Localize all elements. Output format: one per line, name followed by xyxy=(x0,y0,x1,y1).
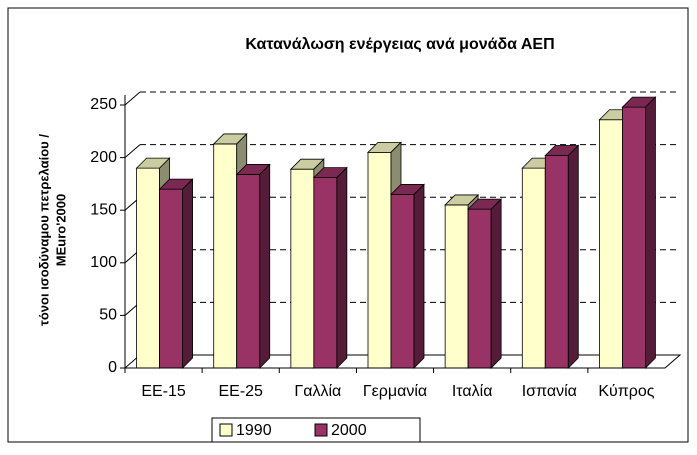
grid-line xyxy=(124,144,141,158)
y-tick-label: 50 xyxy=(99,307,117,324)
bar-side xyxy=(645,96,656,369)
bar-front xyxy=(599,119,623,369)
chart-frame xyxy=(7,7,689,443)
bar-front xyxy=(290,168,315,369)
x-tick-label: Κύπρος xyxy=(598,383,654,400)
bar-front xyxy=(136,167,160,369)
bar-front xyxy=(622,106,646,369)
legend-label: 2000 xyxy=(331,422,367,439)
bar-side xyxy=(259,163,271,369)
y-tick-label: 0 xyxy=(108,359,117,376)
y-tick-label: 250 xyxy=(90,96,117,113)
legend-swatch xyxy=(219,423,233,437)
bar-side xyxy=(490,198,502,369)
x-tick-label: ΕΕ-15 xyxy=(141,383,186,400)
x-tick-label: Γερμανία xyxy=(363,383,427,400)
bar-side xyxy=(413,183,425,369)
x-tick-label: Ιταλία xyxy=(452,383,493,400)
y-tick-label: 200 xyxy=(90,149,117,166)
bar-side xyxy=(182,178,193,369)
y-tick-label: 150 xyxy=(90,201,117,218)
bar-front xyxy=(313,177,338,369)
legend-swatch xyxy=(314,423,328,437)
y-axis-label: τόνοι ισοδύναμου πετρελαίου / xyxy=(36,134,51,326)
grid-line xyxy=(124,91,141,106)
chart-title: Κατανάλωση ενέργειας ανά μονάδα ΑΕΠ xyxy=(245,36,554,53)
y-axis-label: MEuro'2000 xyxy=(53,194,68,266)
y-tick-label: 100 xyxy=(90,254,117,271)
bar-front xyxy=(521,167,546,369)
x-tick-label: ΕΕ-25 xyxy=(218,383,263,400)
bar-front xyxy=(367,151,392,369)
x-tick-label: Γαλλία xyxy=(294,383,341,400)
bar-front xyxy=(159,188,183,369)
x-tick-label: Ισπανία xyxy=(522,383,577,400)
bar-front xyxy=(544,155,569,369)
bar-front xyxy=(444,204,469,369)
bar-front xyxy=(390,194,415,369)
bar-front xyxy=(467,208,492,369)
bar-side xyxy=(336,166,348,369)
legend-label: 1990 xyxy=(236,422,272,439)
bar-side xyxy=(567,144,579,369)
bar-front xyxy=(213,143,238,369)
bar-front xyxy=(236,174,261,369)
